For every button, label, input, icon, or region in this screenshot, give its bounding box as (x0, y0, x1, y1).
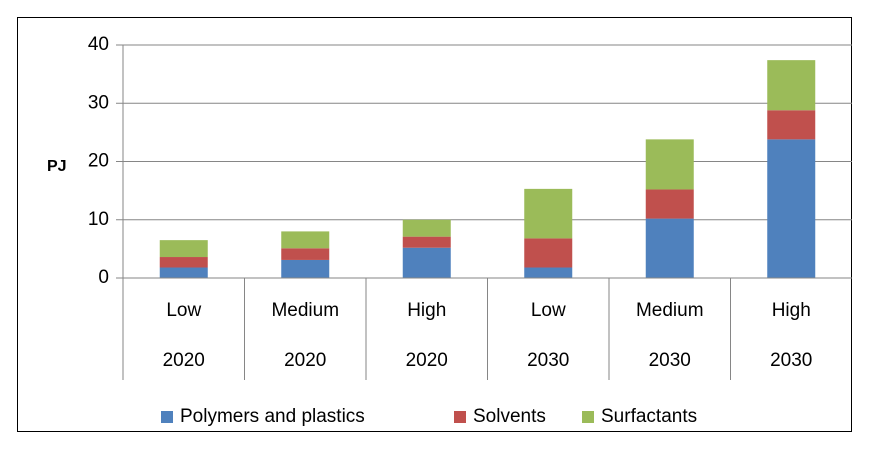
bar-segment-surfactants (524, 188, 573, 239)
bar-segment-polymers (645, 218, 694, 278)
legend-swatch (454, 411, 466, 423)
category-group-label: 2020 (163, 350, 205, 371)
bar-segment-solvents (402, 236, 451, 248)
y-tick-label: 40 (88, 34, 109, 55)
category-group-label: 2030 (649, 350, 691, 371)
bar-segment-solvents (159, 257, 208, 268)
y-axis-label: PJ (47, 158, 67, 175)
y-tick-label: 10 (88, 209, 109, 230)
bar-segment-solvents (645, 189, 694, 219)
bar-segment-polymers (159, 267, 208, 278)
y-tick-label: 20 (88, 151, 109, 172)
y-tick-label: 30 (88, 92, 109, 113)
category-label: Medium (271, 300, 339, 321)
bar-segment-polymers (281, 259, 330, 278)
bar-segment-polymers (402, 247, 451, 278)
category-group-label: 2020 (284, 350, 326, 371)
category-label: Low (166, 300, 201, 321)
x-axis-categories: Low 2020 Medium 2020 High 2020 Low 2030 Medium 20… (163, 300, 813, 371)
category-group-label: 2020 (406, 350, 448, 371)
legend-label: Polymers and plastics (180, 406, 365, 427)
category-group-label: 2030 (770, 350, 812, 371)
gridlines (123, 44, 852, 221)
y-tick-label: 0 (98, 267, 109, 288)
y-axis-ticks: 0 10 20 30 40 (88, 34, 123, 288)
bar-segment-solvents (281, 248, 330, 260)
legend-swatch (582, 411, 594, 423)
x-axis (122, 45, 852, 380)
bars (159, 60, 816, 278)
bar-segment-surfactants (767, 60, 816, 111)
category-label: High (407, 300, 446, 321)
bar-segment-surfactants (281, 231, 330, 249)
bar-segment-solvents (767, 110, 816, 140)
bar-segment-surfactants (645, 139, 694, 190)
legend-label: Surfactants (601, 406, 697, 427)
legend-swatch (161, 411, 173, 423)
legend-label: Solvents (473, 406, 546, 427)
category-label: Medium (636, 300, 704, 321)
bar-segment-solvents (524, 238, 573, 268)
category-group-label: 2030 (527, 350, 569, 371)
bar-segment-surfactants (402, 219, 451, 237)
category-label: Low (531, 300, 566, 321)
category-label: High (772, 300, 811, 321)
legend: Polymers and plastics Solvents Surfactants (161, 406, 697, 427)
bar-segment-polymers (767, 139, 816, 278)
bar-segment-polymers (524, 267, 573, 278)
bar-segment-surfactants (159, 240, 208, 258)
